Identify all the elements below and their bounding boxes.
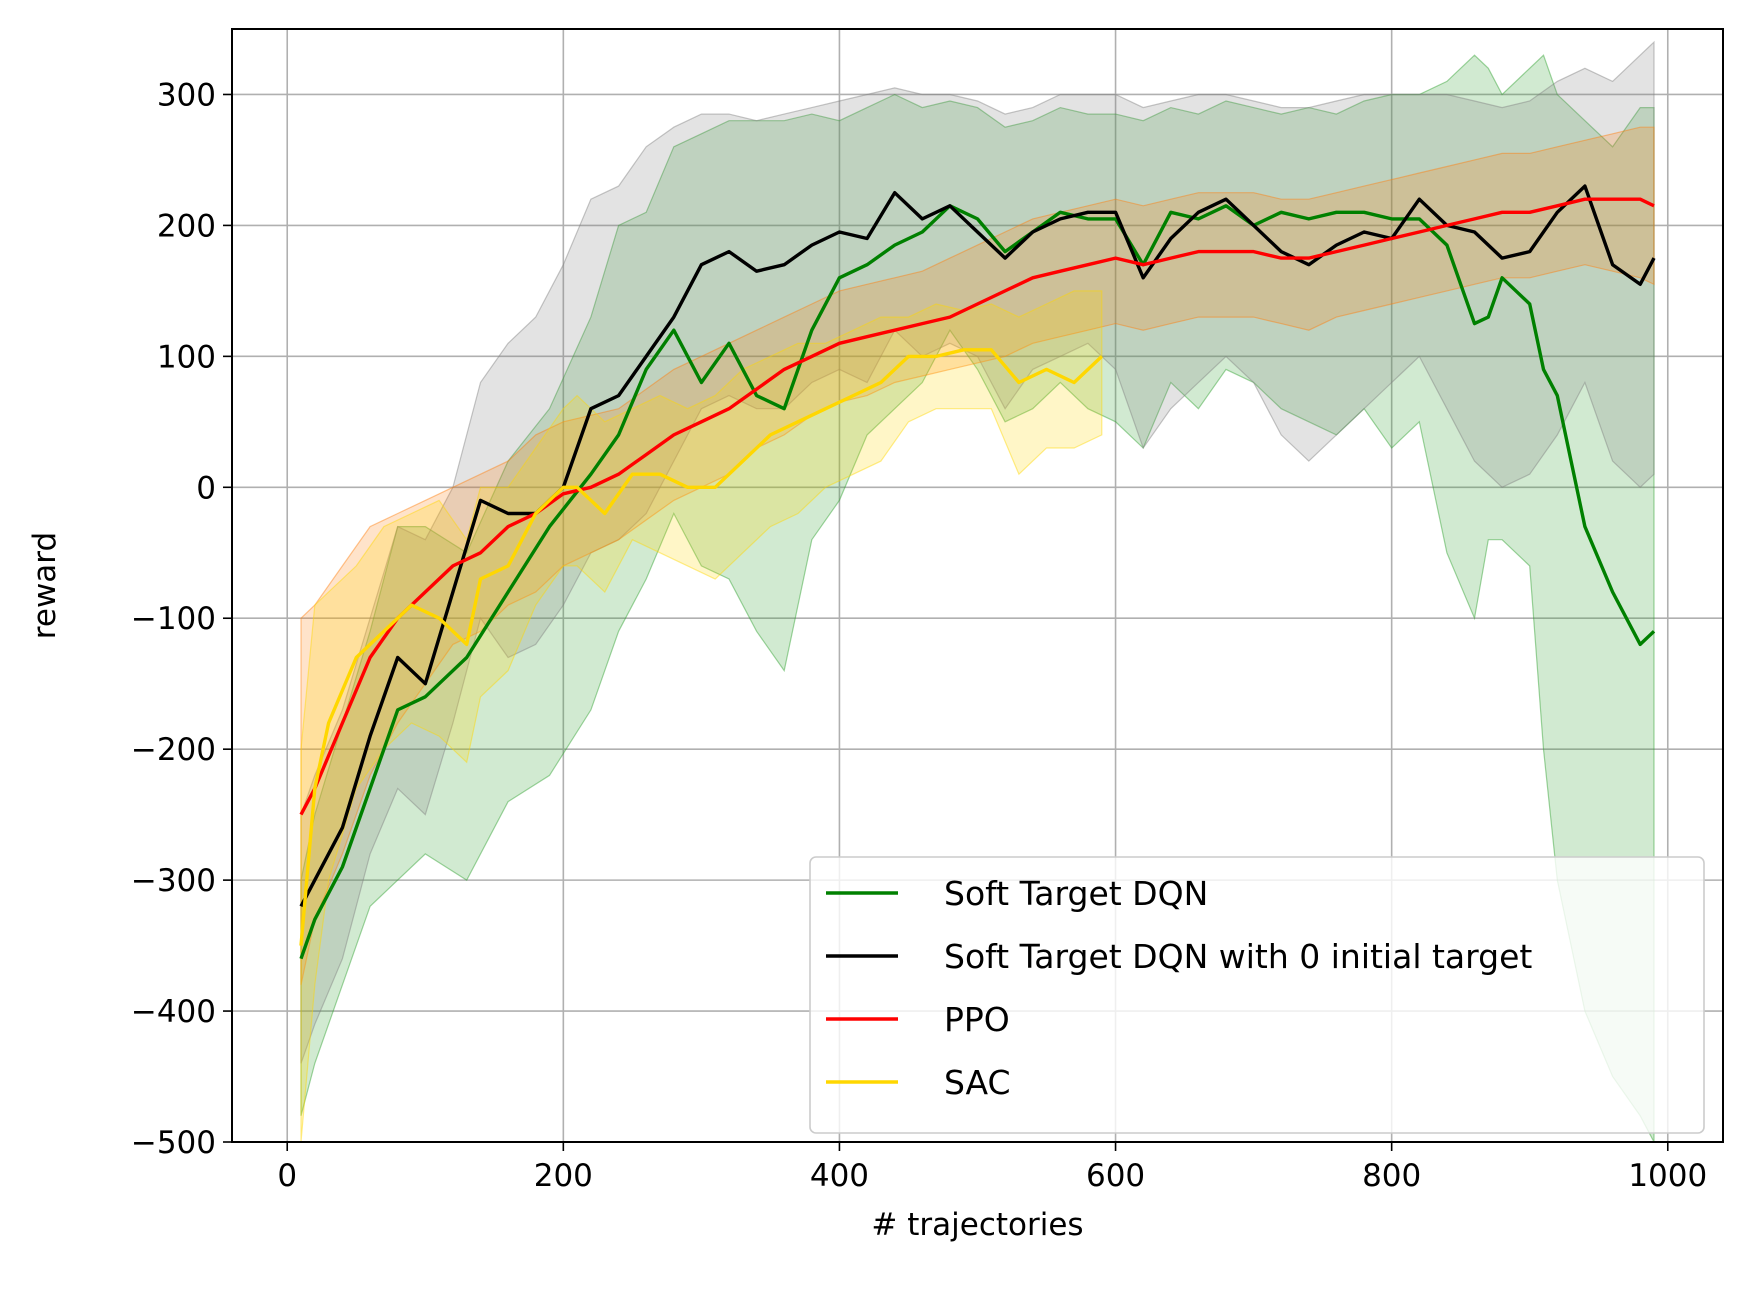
legend-entry-label: Soft Target DQN: [944, 874, 1208, 913]
legend-entry-label: Soft Target DQN with 0 initial target: [944, 937, 1532, 976]
plot-area-frame: [231, 28, 1724, 1143]
legend-entry-label: PPO: [944, 1000, 1010, 1039]
legend: Soft Target DQN Soft Target DQN with 0 in…: [809, 856, 1705, 1134]
legend-entry-label: SAC: [944, 1063, 1011, 1102]
series-lines: [299, 184, 1656, 960]
x-axis-label: # trajectories: [871, 1207, 1083, 1243]
y-tick-label: 300: [157, 77, 216, 113]
grid: [232, 29, 1723, 1143]
sac-band: [300, 290, 1103, 1143]
y-tick-label: −200: [131, 732, 216, 768]
x-tick-label: 400: [810, 1158, 869, 1194]
soft-target-dqn-with-0-initial-target-line: [299, 184, 1656, 908]
ppo-line: [299, 197, 1655, 816]
y-tick-label: −400: [131, 994, 216, 1030]
x-tick-label: 200: [534, 1158, 593, 1194]
soft-target-dqn-with-0-initial-target-band: [300, 40, 1655, 1064]
y-tick-label: −100: [131, 601, 216, 637]
x-tick-label: 800: [1362, 1158, 1421, 1194]
y-tick-label: 100: [157, 339, 216, 375]
legend-box: [809, 856, 1705, 1134]
y-tick-label: −300: [131, 863, 216, 899]
x-tick-label: 600: [1086, 1158, 1145, 1194]
y-axis-label: reward: [27, 532, 63, 639]
sac-line: [299, 348, 1103, 946]
y-tick-label: −500: [131, 1125, 216, 1161]
x-tick-label: 1000: [1628, 1158, 1707, 1194]
axis-ticks: 0 200 400 600 800 1000 −500 −400 −300 −200 −100 0 10…: [131, 77, 1707, 1194]
y-tick-label: 0: [196, 470, 216, 506]
y-tick-label: 200: [157, 208, 216, 244]
x-tick-label: 0: [277, 1158, 297, 1194]
